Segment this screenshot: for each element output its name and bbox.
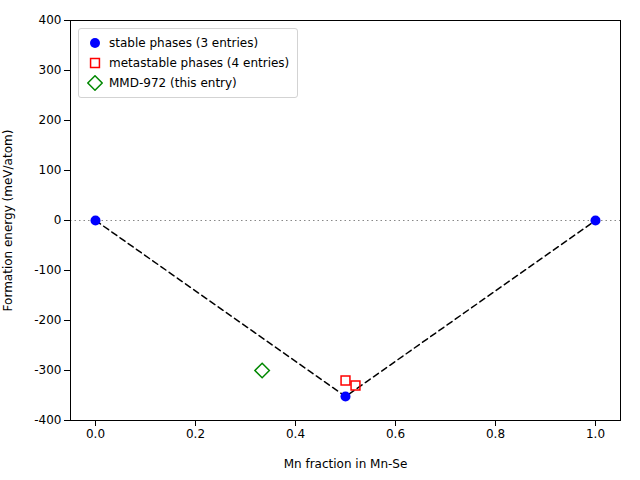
svg-text:300: 300 (39, 63, 62, 77)
svg-text:-400: -400 (34, 413, 61, 427)
html-text:metastable phases (4 entries): metastable phases (4 entries) (109, 56, 290, 70)
svg-text:-100: -100 (34, 263, 61, 277)
svg-text:Mn fraction in Mn-Se: Mn fraction in Mn-Se (284, 457, 408, 471)
svg-text:0.6: 0.6 (386, 427, 405, 441)
svg-text:-300: -300 (34, 363, 61, 377)
svg-text:0.4: 0.4 (286, 427, 305, 441)
svg-text:0.2: 0.2 (186, 427, 205, 441)
html-text:MMD-972 (this entry): MMD-972 (this entry) (109, 76, 237, 90)
html-text:stable phases (3 entries): stable phases (3 entries) (109, 36, 259, 50)
svg-text:200: 200 (39, 113, 62, 127)
svg-text:0.8: 0.8 (486, 427, 505, 441)
svg-text:100: 100 (39, 163, 62, 177)
svg-text:-200: -200 (34, 313, 61, 327)
svg-text:400: 400 (39, 13, 62, 27)
svg-text:1.0: 1.0 (586, 427, 605, 441)
svg-text:0: 0 (54, 213, 62, 227)
svg-text:0.0: 0.0 (86, 427, 105, 441)
svg-text:Formation energy (meV/atom): Formation energy (meV/atom) (1, 130, 15, 312)
